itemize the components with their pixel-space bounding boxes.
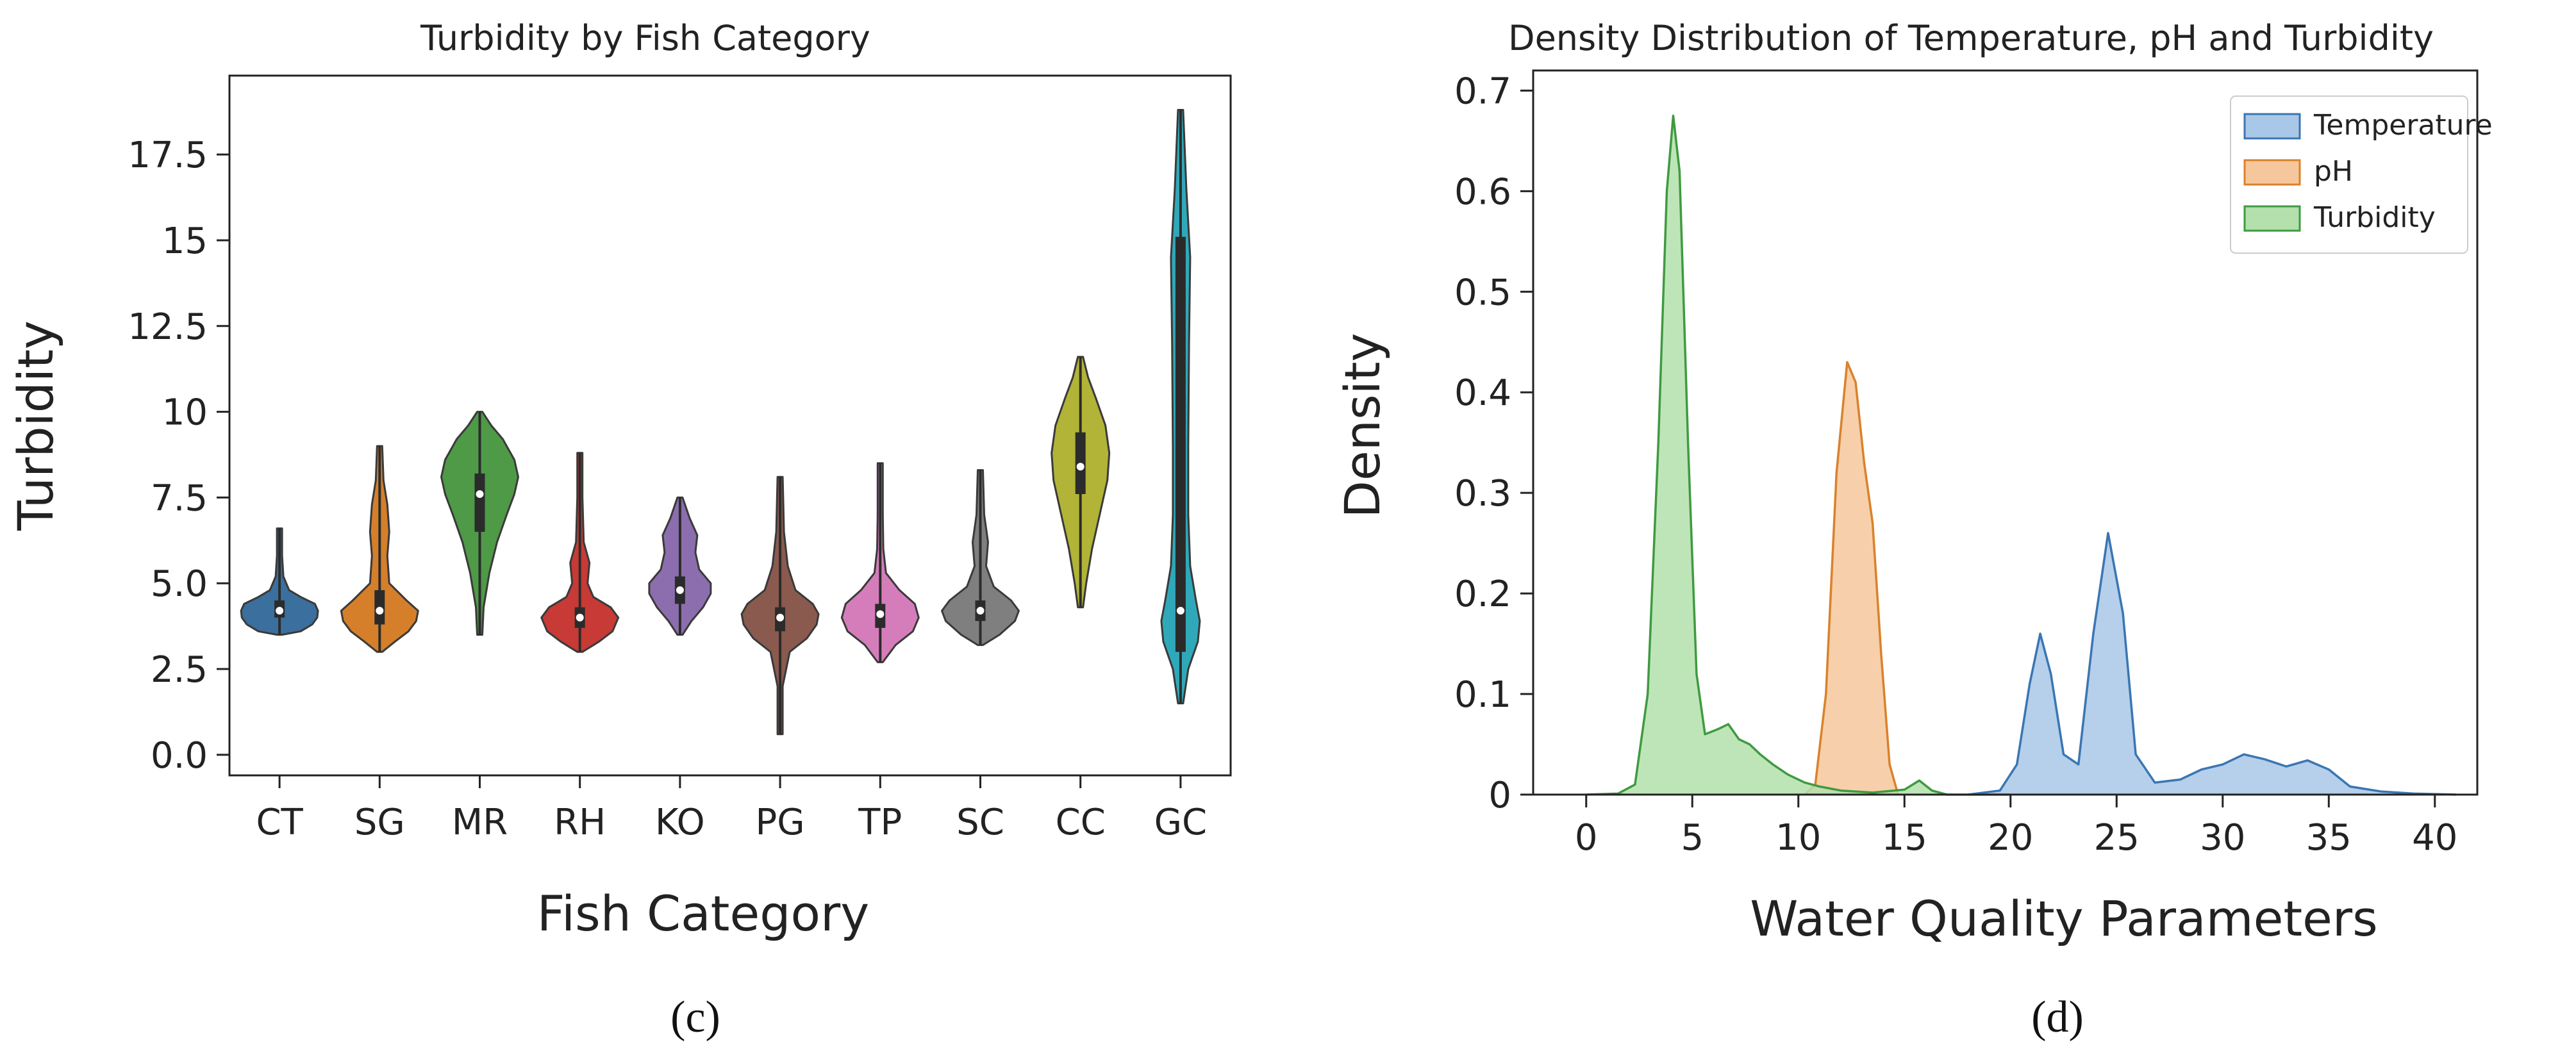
x-tick-label: SG [354,802,405,843]
violins [240,109,1201,736]
series-turbidity [1586,114,2011,796]
y-tick-label: 0.3 [1454,473,1511,515]
density-chart: Density Distribution of Temperature, pH … [1334,18,2493,1042]
violin-median [576,613,584,622]
density-area [1804,362,1899,795]
y-tick-label: 0.1 [1454,674,1511,716]
x-tick-label: 20 [1988,817,2033,859]
violin-ko [648,496,712,636]
violin-median [1176,607,1184,615]
y-tick-label: 0.4 [1454,372,1511,414]
violin-x-axis-label: Fish Category [537,885,869,942]
density-line [1586,114,2011,796]
violin-median [876,610,885,618]
violin-rh [540,452,620,653]
series-ph [1804,361,1899,796]
y-tick-label: 0.6 [1454,171,1511,213]
density-area [1968,533,2456,795]
x-tick-label: 10 [1775,817,1821,859]
legend: Temperature pH Turbidity [2230,95,2493,254]
density-plot-frame [1532,69,2479,796]
violin-y-ticks: 0.0 2.5 5.0 7.5 10 12.5 15 17.5 [128,135,229,777]
violin-median [476,490,484,499]
y-tick-label: 0.2 [1454,574,1511,615]
density-chart-title: Density Distribution of Temperature, pH … [1508,18,2434,58]
x-tick-label: GC [1154,802,1208,843]
x-tick-label: KO [655,802,705,843]
x-tick-label: 25 [2094,817,2140,859]
violin-y-axis-label: Turbidity [7,320,64,531]
legend-swatch [2243,113,2301,140]
x-tick-label: 40 [2412,817,2457,859]
violin-tp [840,462,920,663]
y-tick-label: 10 [162,392,208,434]
density-areas [1586,114,2456,796]
violin-iqr-box [1175,236,1186,652]
violin-mr [440,411,519,636]
violin-sc [941,469,1020,647]
violin-median [676,586,684,594]
legend-label: Turbidity [2313,201,2436,234]
violin-chart: Turbidity by Fish Category 0.0 2.5 5.0 7.5 1… [7,18,1232,1042]
violin-sg [340,445,419,653]
density-x-ticks: 0 5 10 15 20 25 30 35 40 [1575,795,2457,859]
x-tick-label: CC [1056,802,1106,843]
violin-gc [1160,109,1201,705]
violin-median [776,613,785,622]
x-tick-label: 30 [2200,817,2245,859]
x-tick-label: PG [756,802,805,843]
y-tick-label: 0.5 [1454,272,1511,313]
x-tick-label: 0 [1575,817,1598,859]
y-tick-label: 0.7 [1454,70,1511,112]
violin-median [376,607,384,615]
violin-plot-frame [228,74,1232,777]
y-tick-label: 0 [1488,775,1511,816]
violin-pg [740,475,820,736]
density-y-axis-label: Density [1334,333,1391,518]
panel-label-c: (c) [670,993,720,1042]
legend-item-ph: pH [2243,155,2353,188]
legend-item-temperature: Temperature [2243,109,2493,142]
violin-iqr-box [474,473,485,532]
x-tick-label: SC [956,802,1004,843]
violin-cc [1051,356,1111,609]
x-tick-label: 5 [1681,817,1704,859]
legend-swatch [2243,205,2301,232]
x-tick-label: TP [858,802,902,843]
legend-swatch [2243,159,2301,186]
legend-item-turbidity: Turbidity [2243,201,2436,234]
density-area [1586,115,2011,795]
panel-label-d: (d) [2031,993,2084,1042]
series-temperature [1968,532,2456,796]
violin-chart-title: Turbidity by Fish Category [420,18,870,58]
x-tick-label: 15 [1882,817,1927,859]
y-tick-label: 0.0 [151,735,208,777]
legend-label: pH [2314,155,2353,188]
density-x-axis-label: Water Quality Parameters [1750,890,2378,947]
density-line [1804,361,1899,796]
y-tick-label: 17.5 [128,135,208,176]
violin-median [276,607,284,615]
legend-label: Temperature [2313,109,2493,142]
violin-median [1076,463,1084,471]
density-y-ticks: 0 0.1 0.2 0.3 0.4 0.5 0.6 0.7 [1454,70,1533,816]
y-tick-label: 5.0 [151,563,208,605]
x-tick-label: RH [554,802,606,843]
violin-ct [240,527,319,636]
x-tick-label: MR [452,802,508,843]
y-tick-label: 7.5 [151,477,208,519]
y-tick-label: 12.5 [128,306,208,348]
y-tick-label: 2.5 [151,649,208,691]
x-tick-label: 35 [2306,817,2352,859]
density-line [1968,532,2456,796]
x-tick-label: CT [256,802,303,843]
y-tick-label: 15 [162,220,208,262]
violin-median [976,607,985,615]
violin-x-ticks: CT SG MR RH KO PG TP SC CC GC [256,775,1207,843]
